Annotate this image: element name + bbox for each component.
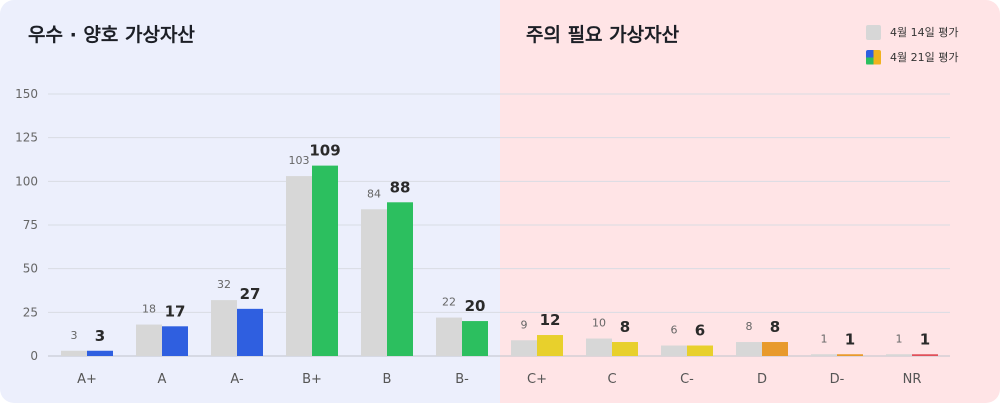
y-tick-label: 0 xyxy=(30,349,38,363)
data-label-curr: 20 xyxy=(465,297,486,315)
data-label-prev: 103 xyxy=(289,154,310,167)
chart-legend: 4월 14일 평가 4월 21일 평가 xyxy=(866,24,958,74)
legend-swatch-prev xyxy=(866,24,881,40)
x-tick-label: B+ xyxy=(302,372,322,387)
bar-prev xyxy=(736,342,762,356)
data-label-prev: 1 xyxy=(821,332,828,345)
bar-prev xyxy=(211,300,237,356)
y-tick-label: 50 xyxy=(23,262,38,276)
x-tick-label: C- xyxy=(680,372,694,387)
data-label-curr: 17 xyxy=(165,302,186,320)
data-label-prev: 3 xyxy=(71,329,78,342)
data-label-curr: 1 xyxy=(920,330,930,348)
y-tick-label: 25 xyxy=(23,305,38,319)
bar-curr xyxy=(387,202,413,356)
data-label-curr: 3 xyxy=(95,327,105,345)
data-label-curr: 8 xyxy=(620,318,630,336)
data-label-prev: 18 xyxy=(142,303,156,316)
x-tick-label: D- xyxy=(830,372,845,387)
y-tick-label: 150 xyxy=(15,87,38,101)
bar-curr xyxy=(762,342,788,356)
data-label-curr: 8 xyxy=(770,318,780,336)
data-label-prev: 6 xyxy=(671,324,678,337)
data-label-prev: 32 xyxy=(217,278,231,291)
data-label-curr: 1 xyxy=(845,330,855,348)
legend-swatch-curr xyxy=(866,49,881,65)
bar-curr xyxy=(537,335,563,356)
x-tick-label: C+ xyxy=(527,372,547,387)
data-label-prev: 8 xyxy=(746,320,753,333)
bar-curr xyxy=(687,345,713,356)
data-label-prev: 10 xyxy=(592,317,606,330)
legend-item-prev: 4월 14일 평가 xyxy=(866,24,958,40)
x-tick-label: A xyxy=(158,372,167,387)
bar-prev xyxy=(511,340,537,356)
bar-curr xyxy=(162,326,188,356)
y-tick-label: 125 xyxy=(15,131,38,145)
data-label-curr: 88 xyxy=(390,178,411,196)
data-label-curr: 6 xyxy=(695,322,705,340)
x-tick-label: NR xyxy=(903,372,922,387)
bar-curr xyxy=(837,354,863,356)
data-label-prev: 9 xyxy=(521,318,528,331)
y-tick-label: 75 xyxy=(23,218,38,232)
warning-section-title: 주의 필요 가상자산 xyxy=(526,24,680,46)
bar-prev xyxy=(811,354,837,356)
bar-curr xyxy=(462,321,488,356)
warning-zone-background xyxy=(500,0,1000,403)
bar-prev xyxy=(661,345,687,356)
x-tick-label: B- xyxy=(455,372,469,387)
x-tick-label: A+ xyxy=(77,372,97,387)
legend-label-prev: 4월 14일 평가 xyxy=(890,26,959,39)
x-tick-label: B xyxy=(383,372,392,387)
bar-prev xyxy=(61,350,87,356)
bar-prev xyxy=(586,338,612,356)
data-label-curr: 12 xyxy=(540,311,561,329)
bar-curr xyxy=(237,308,263,356)
bar-curr xyxy=(912,354,938,356)
legend-item-curr: 4월 21일 평가 xyxy=(866,49,958,65)
bar-curr xyxy=(612,342,638,356)
legend-label-curr: 4월 21일 평가 xyxy=(890,51,959,64)
data-label-prev: 22 xyxy=(442,296,456,309)
bar-curr xyxy=(87,350,113,356)
bar-prev xyxy=(361,209,387,356)
x-tick-label: D xyxy=(757,372,767,387)
bar-prev xyxy=(286,176,312,356)
good-section-title: 우수 · 양호 가상자산 xyxy=(28,24,195,46)
bar-prev xyxy=(136,324,162,356)
y-tick-label: 100 xyxy=(15,174,38,188)
data-label-prev: 1 xyxy=(896,332,903,345)
bar-prev xyxy=(436,317,462,356)
data-label-curr: 109 xyxy=(309,142,340,160)
x-tick-label: A- xyxy=(230,372,244,387)
x-tick-label: C xyxy=(607,372,616,387)
bar-prev xyxy=(886,354,912,356)
data-label-curr: 27 xyxy=(240,285,261,303)
data-label-prev: 84 xyxy=(367,187,381,200)
bar-curr xyxy=(312,165,338,356)
